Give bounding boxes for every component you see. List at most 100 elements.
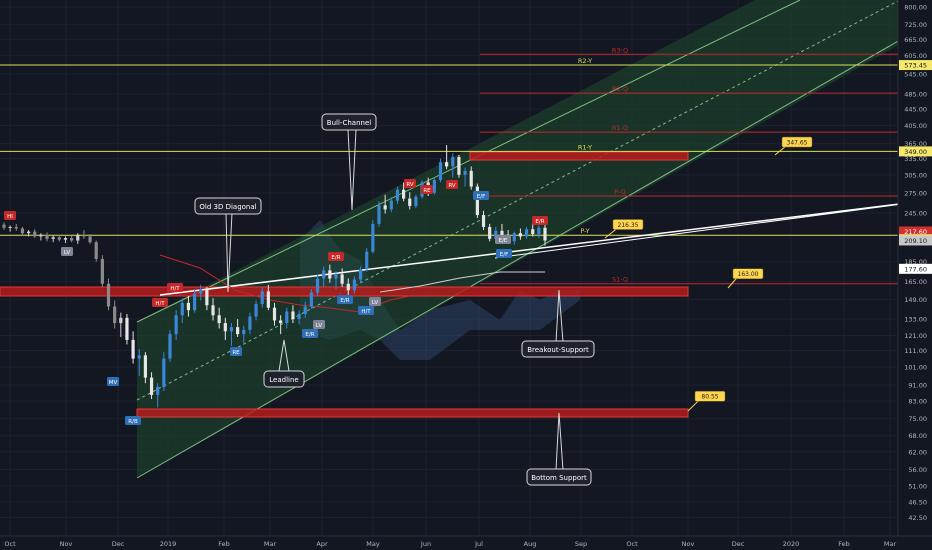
y-tick-label: 725.00 xyxy=(904,21,927,29)
signal-badge xyxy=(167,283,183,292)
candle-body xyxy=(186,302,191,311)
candle-body xyxy=(285,311,289,324)
y-tick-label: 121.00 xyxy=(904,332,927,340)
y-tick-label: 46.50 xyxy=(908,498,927,506)
candle-body xyxy=(149,377,154,395)
signal-badge xyxy=(125,416,141,425)
y-tick-label: 335.00 xyxy=(904,155,927,163)
price-label-box xyxy=(899,226,932,237)
signal-badge-text: E/F xyxy=(477,194,486,200)
price-label-text: 209.10 xyxy=(904,237,927,245)
signal-badge xyxy=(369,297,381,306)
x-tick-label: Nov xyxy=(682,540,695,548)
candle-body xyxy=(82,234,86,237)
signal-badge-text: LV xyxy=(64,250,70,256)
candle-body xyxy=(88,236,92,243)
candle-body xyxy=(168,334,172,359)
signal-badge-text: H/T xyxy=(170,286,180,292)
candle-body xyxy=(192,293,197,311)
x-tick-label: Dec xyxy=(112,540,125,548)
y-tick-label: 101.00 xyxy=(904,363,927,371)
price-label-text: 217.60 xyxy=(904,228,927,236)
y-tick-label: 42.50 xyxy=(908,514,927,522)
bull-channel xyxy=(136,0,932,479)
price-label-box xyxy=(899,235,932,246)
breakout-support-zone xyxy=(0,286,689,297)
level-label: R3-Q xyxy=(612,46,628,54)
y-tick-label: 665.00 xyxy=(904,36,927,44)
candle-body xyxy=(291,311,295,320)
signal-badge xyxy=(532,216,548,225)
candle-body xyxy=(113,306,117,324)
y-tick-label: 800.00 xyxy=(904,4,927,12)
level-label: R1-Y xyxy=(578,143,592,151)
candle-body xyxy=(469,170,473,187)
bull-channel-label: Bull-Channel xyxy=(327,119,371,127)
candle-body xyxy=(518,233,523,237)
y-tick-label: 545.00 xyxy=(904,70,927,78)
price-label-box xyxy=(899,263,932,274)
candle-body xyxy=(180,302,184,316)
candle-body xyxy=(389,200,393,210)
x-tick-label: Oct xyxy=(4,540,16,548)
x-tick-label: Mar xyxy=(884,540,897,548)
signal-badges: HILVH/TH/TREMVR/BLVE/RE/RE/RH/TLVRVRERVE… xyxy=(4,179,548,425)
candle-body xyxy=(57,237,61,240)
x-tick-label: Feb xyxy=(218,540,230,548)
y-tick-label: 111.00 xyxy=(904,347,927,355)
candle-body xyxy=(383,205,387,210)
y-tick-label: 133.00 xyxy=(904,316,927,324)
x-tick-label: Feb xyxy=(838,540,850,548)
candle-body xyxy=(524,229,529,237)
y-tick-label: 83.00 xyxy=(908,398,927,406)
candle-body xyxy=(143,355,147,378)
x-tick-label: Oct xyxy=(626,540,638,548)
candle-body xyxy=(451,156,455,167)
candle-body xyxy=(20,228,25,234)
signal-badge xyxy=(61,247,73,256)
y-tick-label: 149.00 xyxy=(904,296,927,304)
x-tick-label: Aug xyxy=(524,540,537,548)
candle-body xyxy=(395,189,400,201)
signal-badge-text: RV xyxy=(406,182,414,188)
candle-body xyxy=(463,170,467,175)
level-label: R1-Q xyxy=(612,124,628,132)
callout-pointer xyxy=(774,145,787,156)
time-axis: Oct Nov Dec 2019 Feb Mar Apr May Jun Jul Aug Sep Oct… xyxy=(4,540,896,548)
candle-body xyxy=(481,215,486,227)
level-label: R2-Y xyxy=(578,57,592,65)
x-tick-label: Sep xyxy=(575,540,587,548)
candle-body xyxy=(131,339,135,359)
candle-body xyxy=(279,320,283,324)
pivot-levels: R2-Y R1-Y P-Y R3-Q R2-Q R1-Q P-Q S1-Q xyxy=(0,46,898,285)
signal-badge xyxy=(404,179,416,188)
signal-badge-text: HI xyxy=(7,214,13,220)
candle-body xyxy=(543,227,547,241)
signal-badge-text: MV xyxy=(109,380,118,386)
y-tick-label: 405.00 xyxy=(904,122,927,130)
candle-body xyxy=(303,306,307,314)
candle-body xyxy=(438,162,443,181)
signal-badge-text: RV xyxy=(448,183,456,189)
signal-badge xyxy=(337,295,353,304)
candle-body xyxy=(334,274,338,279)
callout-pointer xyxy=(687,399,700,412)
signal-badge xyxy=(421,185,433,194)
candle-body xyxy=(457,156,461,175)
leadline-label: Leadline xyxy=(269,376,298,384)
candle-body xyxy=(371,223,375,252)
candle-body xyxy=(119,317,123,324)
candle-body xyxy=(352,279,357,291)
candle-body xyxy=(51,237,55,239)
y-tick-label: 305.00 xyxy=(904,171,927,179)
signal-badge-text: E/R xyxy=(340,298,349,304)
candle-body xyxy=(266,291,270,308)
signal-badge xyxy=(313,320,325,329)
x-tick-label: Jun xyxy=(420,540,431,548)
candle-body xyxy=(76,234,80,241)
candle-body xyxy=(33,231,37,237)
bull-channel-callout-pointer xyxy=(347,129,357,211)
x-tick-label: May xyxy=(366,540,380,548)
